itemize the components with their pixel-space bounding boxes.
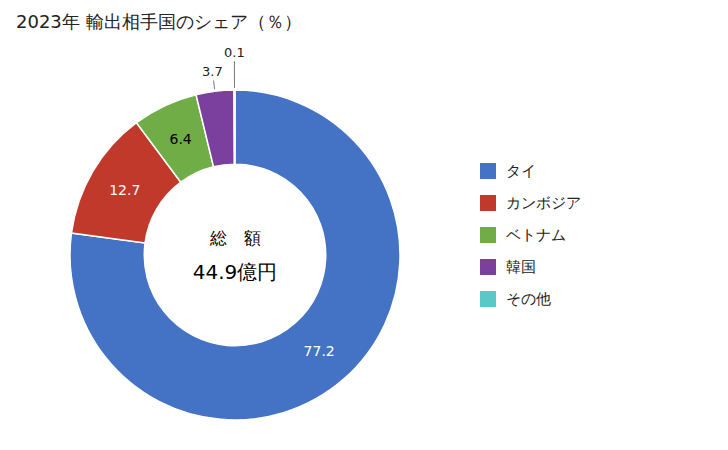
- data-label: 12.7: [109, 182, 140, 198]
- data-label: 0.1: [224, 45, 245, 60]
- legend-label: その他: [506, 290, 551, 308]
- data-label: 3.7: [202, 64, 223, 79]
- legend-label: ベトナム: [506, 226, 566, 244]
- legend-swatch: [480, 291, 496, 307]
- wedge: [70, 90, 400, 420]
- legend-swatch: [480, 195, 496, 211]
- legend-swatch: [480, 227, 496, 243]
- wedges: [70, 90, 400, 420]
- title: 2023年 輸出相手国のシェア（％）: [16, 11, 302, 32]
- legend: タイカンボジアベトナム韓国その他: [480, 162, 581, 308]
- wedge: [234, 90, 235, 164]
- center-label: 44.9億円: [193, 260, 278, 284]
- chart-container: 2023年 輸出相手国のシェア（％） 77.2 12.7 6.4 3.70.1 総 額 44…: [0, 0, 728, 450]
- leader-line: [234, 61, 235, 88]
- legend-label: タイ: [506, 162, 536, 180]
- wedge: [196, 90, 234, 167]
- data-label: 77.2: [304, 343, 335, 359]
- background: [0, 0, 728, 450]
- legend-label: 韓国: [506, 258, 536, 276]
- data-label: 6.4: [169, 131, 191, 147]
- chart-svg: 2023年 輸出相手国のシェア（％） 77.2 12.7 6.4 3.70.1 総 額 44…: [0, 0, 728, 450]
- leader-line: [214, 81, 215, 90]
- legend-label: カンボジア: [506, 194, 581, 212]
- legend-swatch: [480, 259, 496, 275]
- legend-swatch: [480, 163, 496, 179]
- center-label: 総 額: [209, 228, 261, 248]
- data-labels: 77.2 12.7 6.4 3.70.1: [109, 45, 335, 360]
